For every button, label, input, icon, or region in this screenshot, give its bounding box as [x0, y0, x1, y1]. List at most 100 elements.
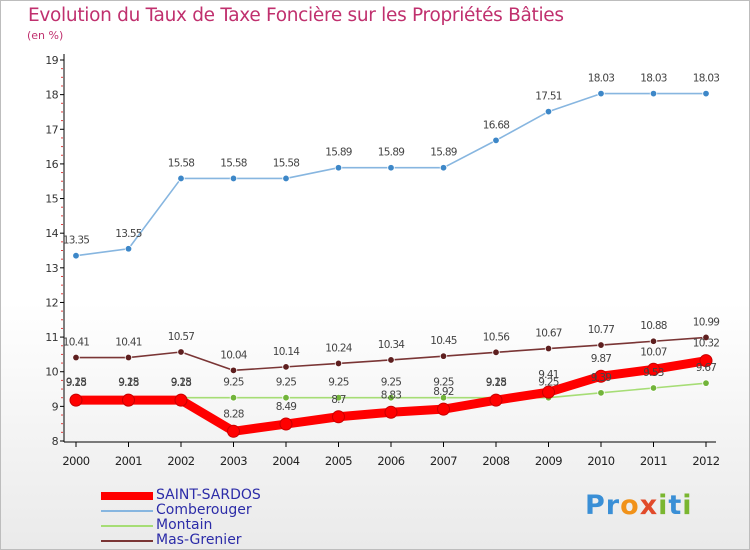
data-point [177, 348, 185, 356]
data-point [542, 385, 555, 399]
x-tick-label: 2000 [62, 454, 89, 468]
data-point [492, 348, 500, 357]
x-tick-label: 2003 [220, 454, 247, 468]
data-point [227, 424, 240, 438]
data-point [647, 362, 660, 376]
data-label: 15.58 [273, 157, 300, 169]
data-point [334, 394, 343, 402]
y-tick-label: 14 [45, 227, 58, 240]
data-label: 10.07 [640, 346, 667, 358]
data-label: 13.35 [63, 235, 90, 247]
y-tick-label: 13 [45, 262, 58, 275]
data-label: 9.18 [66, 377, 87, 389]
logo-letter: o [620, 490, 640, 521]
data-point [279, 417, 293, 431]
data-label: 9.25 [433, 377, 454, 389]
data-point [177, 174, 185, 183]
data-label: 9.25 [381, 377, 402, 389]
data-label: 10.56 [483, 331, 511, 343]
data-point [334, 359, 343, 368]
data-label: 9.18 [171, 377, 192, 389]
data-label: 10.41 [63, 337, 90, 349]
logo-letter: t [668, 490, 683, 521]
data-point [702, 333, 710, 342]
data-point [492, 136, 500, 145]
data-label: 10.99 [693, 316, 720, 328]
data-point [387, 164, 395, 172]
data-label: 18.03 [588, 73, 615, 85]
data-point [334, 164, 343, 172]
data-point [597, 89, 605, 98]
data-point [387, 356, 395, 364]
logo-letter: P [585, 490, 606, 521]
data-label: 9.25 [328, 377, 349, 389]
data-label: 10.88 [640, 320, 667, 332]
data-label: 8.28 [223, 408, 244, 420]
data-point [649, 384, 658, 392]
data-label: 18.03 [640, 73, 667, 85]
chart-data-labels: 9.18 9.18 9.188.288.498.7 8.83 8.929.189.419… [63, 73, 720, 421]
x-tick-label: 2011 [640, 454, 667, 468]
x-tick-label: 2010 [587, 454, 614, 468]
data-label: 15.89 [378, 147, 405, 159]
data-label: 15.58 [220, 157, 247, 169]
legend-label: Montain [156, 517, 213, 533]
legend-label: Comberouger [156, 502, 252, 518]
y-tick-label: 19 [45, 54, 58, 67]
data-label: 9.25 [118, 377, 139, 389]
data-point [124, 353, 133, 362]
data-point [439, 352, 448, 360]
data-point [699, 354, 713, 368]
data-point [489, 393, 503, 407]
data-label: 9.87 [591, 353, 612, 365]
data-label: 9.25 [538, 377, 559, 389]
data-label: 17.51 [535, 91, 562, 103]
x-tick-label: 2004 [272, 454, 299, 468]
x-tick-label: 2005 [325, 454, 352, 468]
data-label: 9.53 [643, 367, 664, 379]
data-point [387, 394, 395, 402]
data-label: 9.25 [171, 377, 192, 389]
data-point [702, 379, 710, 387]
x-tick-label: 2008 [482, 454, 509, 468]
logo-letter: x [639, 490, 659, 521]
data-label: 9.39 [591, 372, 612, 384]
data-point [597, 389, 605, 397]
data-point [332, 410, 345, 424]
y-tick-label: 18 [45, 89, 58, 102]
legend-swatch [101, 492, 153, 500]
data-point [122, 393, 135, 407]
y-tick-label: 10 [45, 366, 58, 379]
x-tick-label: 2002 [167, 454, 194, 468]
data-label: 10.34 [378, 339, 406, 351]
chart-series [69, 89, 713, 438]
data-label: 9.18 [118, 377, 139, 389]
data-point [282, 394, 290, 402]
data-label: 10.24 [325, 342, 353, 354]
data-label: 15.58 [168, 157, 195, 169]
data-point [597, 341, 605, 349]
data-point [649, 337, 658, 345]
y-tick-label: 16 [45, 158, 58, 171]
data-point [72, 251, 80, 260]
data-label: 18.03 [693, 73, 720, 85]
data-point [544, 344, 553, 353]
x-tick-label: 2009 [535, 454, 562, 468]
chart-unit-label: (en %) [27, 29, 64, 42]
data-label: 9.41 [538, 369, 559, 381]
data-point [649, 89, 658, 98]
data-point [72, 353, 80, 362]
y-tick-label: 9 [52, 400, 59, 413]
legend-swatch [101, 540, 153, 542]
data-label: 8.92 [433, 386, 454, 398]
data-label: 10.14 [273, 346, 301, 358]
y-tick-label: 17 [45, 123, 58, 136]
x-tick-label: 2012 [692, 454, 719, 468]
data-label: 16.68 [483, 119, 510, 131]
x-tick-label: 2007 [430, 454, 457, 468]
data-label: 10.77 [588, 324, 615, 336]
data-label: 9.18 [486, 377, 507, 389]
legend-label: SAINT-SARDOS [156, 487, 261, 503]
